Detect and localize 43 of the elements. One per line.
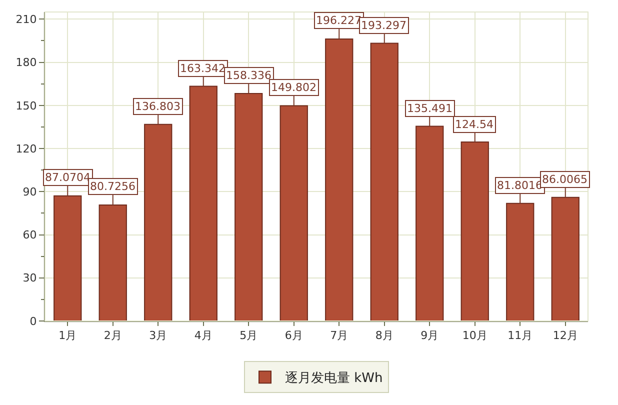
- x-tick-label: 12月: [552, 329, 578, 342]
- x-tick-label: 11月: [508, 329, 533, 342]
- y-tick-label: 150: [16, 99, 37, 112]
- data-label: 124.54: [455, 118, 494, 131]
- bar: [506, 202, 534, 321]
- x-tick-label: 5月: [240, 329, 258, 342]
- y-tick-label: 180: [16, 56, 37, 70]
- data-label: 149.802: [271, 81, 316, 94]
- data-label: 136.803: [135, 100, 180, 113]
- data-label: 87.0704: [45, 171, 90, 184]
- bar: [54, 195, 82, 321]
- x-tick-label: 3月: [149, 329, 168, 342]
- y-tick-label: 90: [22, 186, 37, 198]
- data-label: 86.0065: [542, 173, 588, 186]
- bar: [234, 92, 263, 321]
- data-label: 193.297: [361, 19, 406, 32]
- x-tick-label: 8月: [375, 329, 394, 342]
- bar: [551, 196, 580, 321]
- data-label: 158.336: [226, 69, 272, 82]
- bar: [189, 86, 218, 321]
- bar: [460, 142, 489, 321]
- x-tick-label: 4月: [194, 329, 212, 342]
- bar: [325, 38, 354, 321]
- y-tick-label: 30: [22, 272, 37, 285]
- bar: [370, 42, 398, 321]
- x-tick-label: 2月: [104, 329, 122, 342]
- x-tick-label: 1月: [58, 329, 77, 342]
- data-label: 135.491: [407, 102, 452, 115]
- y-tick-label: 210: [16, 13, 37, 26]
- x-tick-label: 9月: [420, 329, 439, 342]
- y-tick-label: 0: [30, 314, 37, 328]
- bar: [144, 124, 172, 321]
- bar: [280, 105, 308, 321]
- x-tick-label: 10月: [462, 329, 488, 342]
- y-tick-label: 120: [16, 142, 37, 156]
- x-tick-label: 7月: [330, 329, 348, 342]
- data-label: 163.342: [180, 62, 226, 75]
- legend-label: 逐月发电量 kWh: [285, 371, 383, 386]
- bar: [416, 126, 444, 321]
- y-tick-label: 60: [22, 228, 37, 242]
- bar: [98, 204, 127, 321]
- x-tick-label: 6月: [284, 329, 303, 342]
- data-label: 80.7256: [90, 180, 136, 193]
